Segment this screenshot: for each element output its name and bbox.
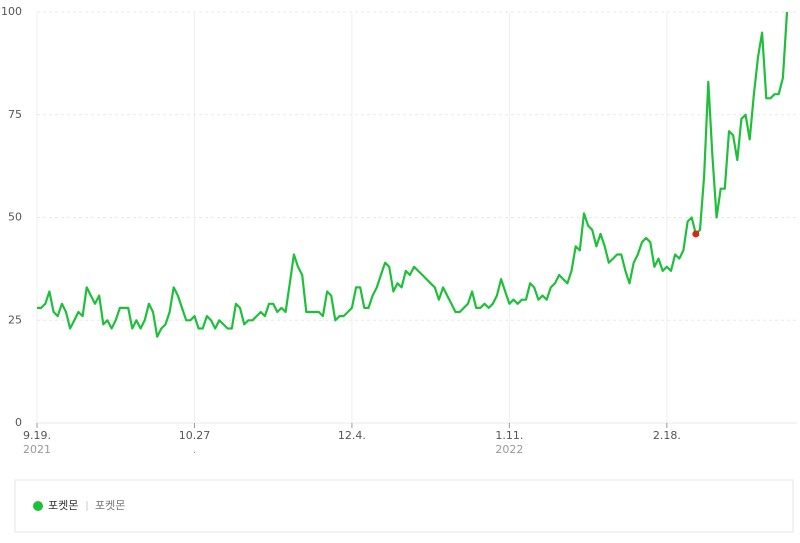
x-tick-label: 2.18. bbox=[653, 429, 681, 442]
series-line bbox=[37, 11, 789, 338]
x-tick-label: 9.19. bbox=[23, 429, 51, 442]
legend-box bbox=[14, 479, 794, 533]
y-tick-label: 100 bbox=[1, 5, 22, 18]
y-tick-label: 50 bbox=[8, 211, 22, 224]
x-tick-sublabel: 2022 bbox=[495, 443, 523, 456]
legend-marker bbox=[33, 501, 43, 511]
x-tick-label: 1.11. bbox=[495, 429, 523, 442]
legend-keyword: 포켓몬 bbox=[95, 499, 125, 512]
x-tick-sublabel: 2021 bbox=[23, 443, 51, 456]
x-tick-sublabel: . bbox=[193, 443, 197, 456]
y-tick-label: 75 bbox=[8, 108, 22, 121]
x-tick-label: 12.4. bbox=[338, 429, 366, 442]
y-tick-label: 25 bbox=[8, 313, 22, 326]
highlight-point bbox=[692, 230, 700, 238]
y-tick-label: 0 bbox=[15, 416, 22, 429]
x-tick-label: 10.27 bbox=[179, 429, 211, 442]
legend-label: 포켓몬 bbox=[48, 499, 78, 512]
